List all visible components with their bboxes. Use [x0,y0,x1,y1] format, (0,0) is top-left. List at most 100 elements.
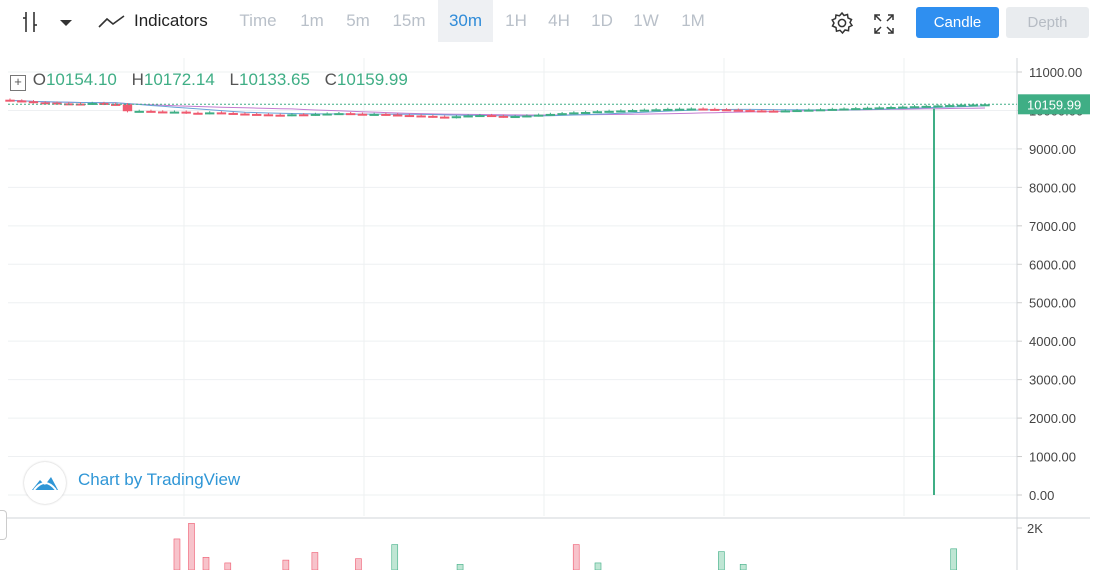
candle-body [545,113,556,116]
candle-body [99,102,109,105]
candle-body [310,113,321,116]
candle-button[interactable]: Candle [916,7,999,38]
candle-body [909,106,920,109]
candle-body [933,105,943,108]
last-price-label: 10159.99 [1027,97,1081,112]
indicators-icon[interactable] [98,14,126,35]
candle-body [428,115,438,118]
gear-icon[interactable] [829,10,855,41]
legend-close-key: C [324,70,337,89]
price-chart[interactable]: 11000.0010000.009000.008000.007000.00600… [0,44,1104,570]
price-axis-label: 6000.00 [1029,257,1076,272]
volume-bar [950,548,958,570]
ma-line-short [9,100,986,117]
candle-body [486,115,497,118]
candle-body [251,113,262,116]
price-axis-label: 4000.00 [1029,334,1076,349]
candle-body [392,114,403,117]
last-price-badge [1018,94,1090,115]
candle-body [287,114,297,117]
candle-body [898,106,908,109]
candle-body [921,105,931,108]
candle-body [17,100,27,103]
candle-body [956,104,967,107]
price-axis-label: 3000.00 [1029,373,1076,388]
candle-body [451,116,462,119]
candle-body [205,112,215,115]
interval-4h[interactable]: 4H [548,11,570,30]
legend-toggle-icon[interactable]: + [10,75,26,91]
candle-body [886,106,896,109]
volume-axis-label: 2K [1027,521,1043,536]
candle-body [52,102,62,105]
interval-30m[interactable]: 30m [438,0,493,42]
candle-body [616,110,626,113]
interval-5m[interactable]: 5m [346,11,370,30]
candlestick-series [5,98,990,495]
candle-body [721,109,732,112]
candle-body [40,102,50,105]
price-axis-label: 8000.00 [1029,180,1076,195]
chevron-down-icon[interactable] [58,16,74,34]
chart-grid [8,58,1017,516]
legend-high-key: H [131,70,144,89]
volume-bar [718,551,725,570]
candle-body [945,105,955,108]
candle-body [334,113,344,116]
candle-body [663,108,673,111]
candle-body [275,114,285,117]
ohlc-legend: + O10154.10 H10172.14 L10133.65 C10159.9… [10,70,408,91]
volume-bar [282,559,290,570]
interval-1w[interactable]: 1W [633,11,659,30]
tradingview-logo[interactable] [24,462,66,504]
ma-line-long [9,100,986,116]
chart-type-icon[interactable] [20,10,42,39]
side-panel-handle[interactable] [0,510,7,540]
fullscreen-icon[interactable] [872,12,896,41]
interval-1mo[interactable]: 1M [681,11,705,30]
volume-bar [202,556,210,570]
volume-bar [311,552,319,570]
volume-bar [594,562,602,570]
indicators-button[interactable]: Indicators [134,11,208,30]
candle-body [240,113,250,116]
volume-bar [391,544,399,570]
price-axis-label: 7000.00 [1029,219,1076,234]
candle-body [228,112,238,115]
candle-body [122,104,133,112]
candle-body [839,108,849,111]
moving-average-lines [9,100,986,117]
candle-body [733,109,744,112]
candle-body [592,111,603,114]
interval-1d[interactable]: 1D [591,11,613,30]
candle-body [686,108,697,111]
interval-time[interactable]: Time [239,11,277,30]
candle-body [827,108,837,111]
candle-body [710,108,720,111]
candle-body [381,113,391,116]
candle-body [533,114,544,117]
candle-body [439,116,450,119]
candle-body [851,108,861,111]
chart-toolbar: Indicators Time 1m 5m 15m 30m 1H 4H 1D 1… [0,0,1104,44]
candle-body [298,114,309,117]
depth-button[interactable]: Depth [1006,7,1089,38]
legend-open-key: O [32,70,46,89]
interval-1m[interactable]: 1m [300,11,324,30]
candle-body [193,112,203,115]
interval-15m[interactable]: 15m [392,11,426,30]
candle-body [357,113,368,116]
candle-body [698,108,708,111]
candle-body [862,107,873,110]
candle-body [980,104,990,107]
interval-1h[interactable]: 1H [505,11,527,30]
candle-body [498,115,509,118]
candle-body [263,114,274,117]
candle-body [745,110,755,113]
candle-body [780,110,790,113]
candle-body [463,115,473,118]
tradingview-attribution[interactable]: Chart by TradingView [78,470,241,489]
price-axis-label: 11000.00 [1029,65,1082,80]
candle-body [216,112,227,115]
candle-body [522,115,532,118]
